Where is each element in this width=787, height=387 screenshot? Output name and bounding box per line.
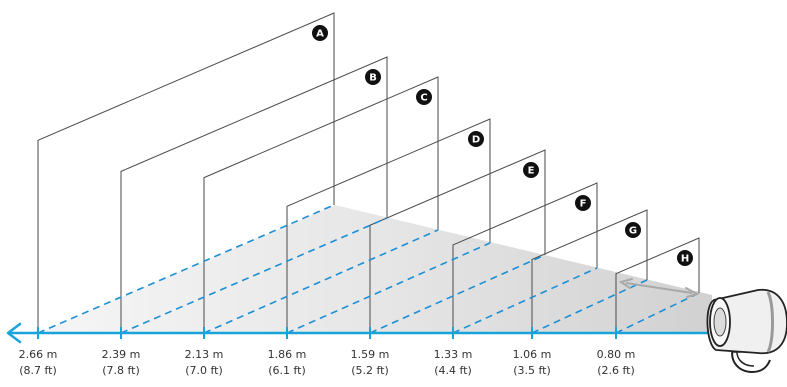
projector-icon xyxy=(706,289,787,374)
screen-badge-letter: E xyxy=(528,166,535,177)
distance-feet-label: (8.7 ft) xyxy=(19,364,57,377)
arrow-left-icon xyxy=(6,322,22,344)
screen-badge-e xyxy=(523,162,539,178)
distance-feet-label: (7.0 ft) xyxy=(185,364,223,377)
screen-badge-letter: C xyxy=(420,93,427,104)
distance-feet-label: (7.8 ft) xyxy=(102,364,140,377)
distance-feet-label: (2.6 ft) xyxy=(597,364,635,377)
distance-meters-label: 1.33 m xyxy=(434,348,473,361)
projection-ray-f xyxy=(452,267,598,334)
projection-ray-g xyxy=(531,279,648,334)
screen-frame-f xyxy=(452,182,598,333)
screen-badge-letter: D xyxy=(472,135,480,146)
distance-labels: 2.66 m (8.7 ft) 2.39 m (7.8 ft) 2.13 m (7.0 f… xyxy=(19,348,636,377)
screen-badge-letter: B xyxy=(369,73,377,84)
distance-feet-label: (6.1 ft) xyxy=(268,364,306,377)
screen-badge-letter: A xyxy=(316,29,324,40)
axis-ticks xyxy=(37,327,617,339)
screen-frame-d xyxy=(286,118,491,333)
projection-ray-e xyxy=(369,254,546,334)
distance-meters-label: 0.80 m xyxy=(597,348,636,361)
screen-badge-f xyxy=(575,195,591,211)
screen-badge-g xyxy=(625,222,641,238)
screen-badge-b xyxy=(365,69,381,85)
projection-ray-b xyxy=(120,217,388,334)
screen-frame-c xyxy=(203,76,439,333)
projection-ray-c xyxy=(203,229,439,334)
screen-badge-d xyxy=(468,131,484,147)
distance-meters-label: 1.86 m xyxy=(268,348,307,361)
screen-badge-h xyxy=(677,250,693,266)
distance-meters-label: 2.66 m xyxy=(19,348,58,361)
projection-ray-a xyxy=(37,204,335,334)
screen-frame-a xyxy=(37,12,335,333)
screen-badge-letter: F xyxy=(580,199,587,210)
screen-badge-c xyxy=(416,89,432,105)
screen-frame-e xyxy=(369,149,546,333)
distance-feet-label: (4.4 ft) xyxy=(434,364,472,377)
projection-ray-h xyxy=(615,292,700,334)
screen-badge-letter: H xyxy=(681,254,689,265)
distance-meters-label: 1.06 m xyxy=(513,348,552,361)
screen-badge-a xyxy=(312,25,328,41)
projection-shadow xyxy=(38,205,712,333)
distance-meters-label: 2.13 m xyxy=(185,348,224,361)
projection-rays xyxy=(37,204,700,334)
screen-frame-b xyxy=(120,56,388,333)
screen-frames xyxy=(37,12,700,333)
distance-feet-label: (5.2 ft) xyxy=(351,364,389,377)
screen-badge-letter: G xyxy=(629,226,637,237)
screen-width-arrow xyxy=(618,278,700,298)
distance-meters-label: 2.39 m xyxy=(102,348,141,361)
screen-badges: A B C D E F G H xyxy=(312,25,693,266)
distance-meters-label: 1.59 m xyxy=(351,348,390,361)
screen-frame-h xyxy=(615,237,700,333)
projection-ray-d xyxy=(286,242,491,334)
distance-feet-label: (3.5 ft) xyxy=(513,364,551,377)
screen-frame-g xyxy=(531,209,648,333)
